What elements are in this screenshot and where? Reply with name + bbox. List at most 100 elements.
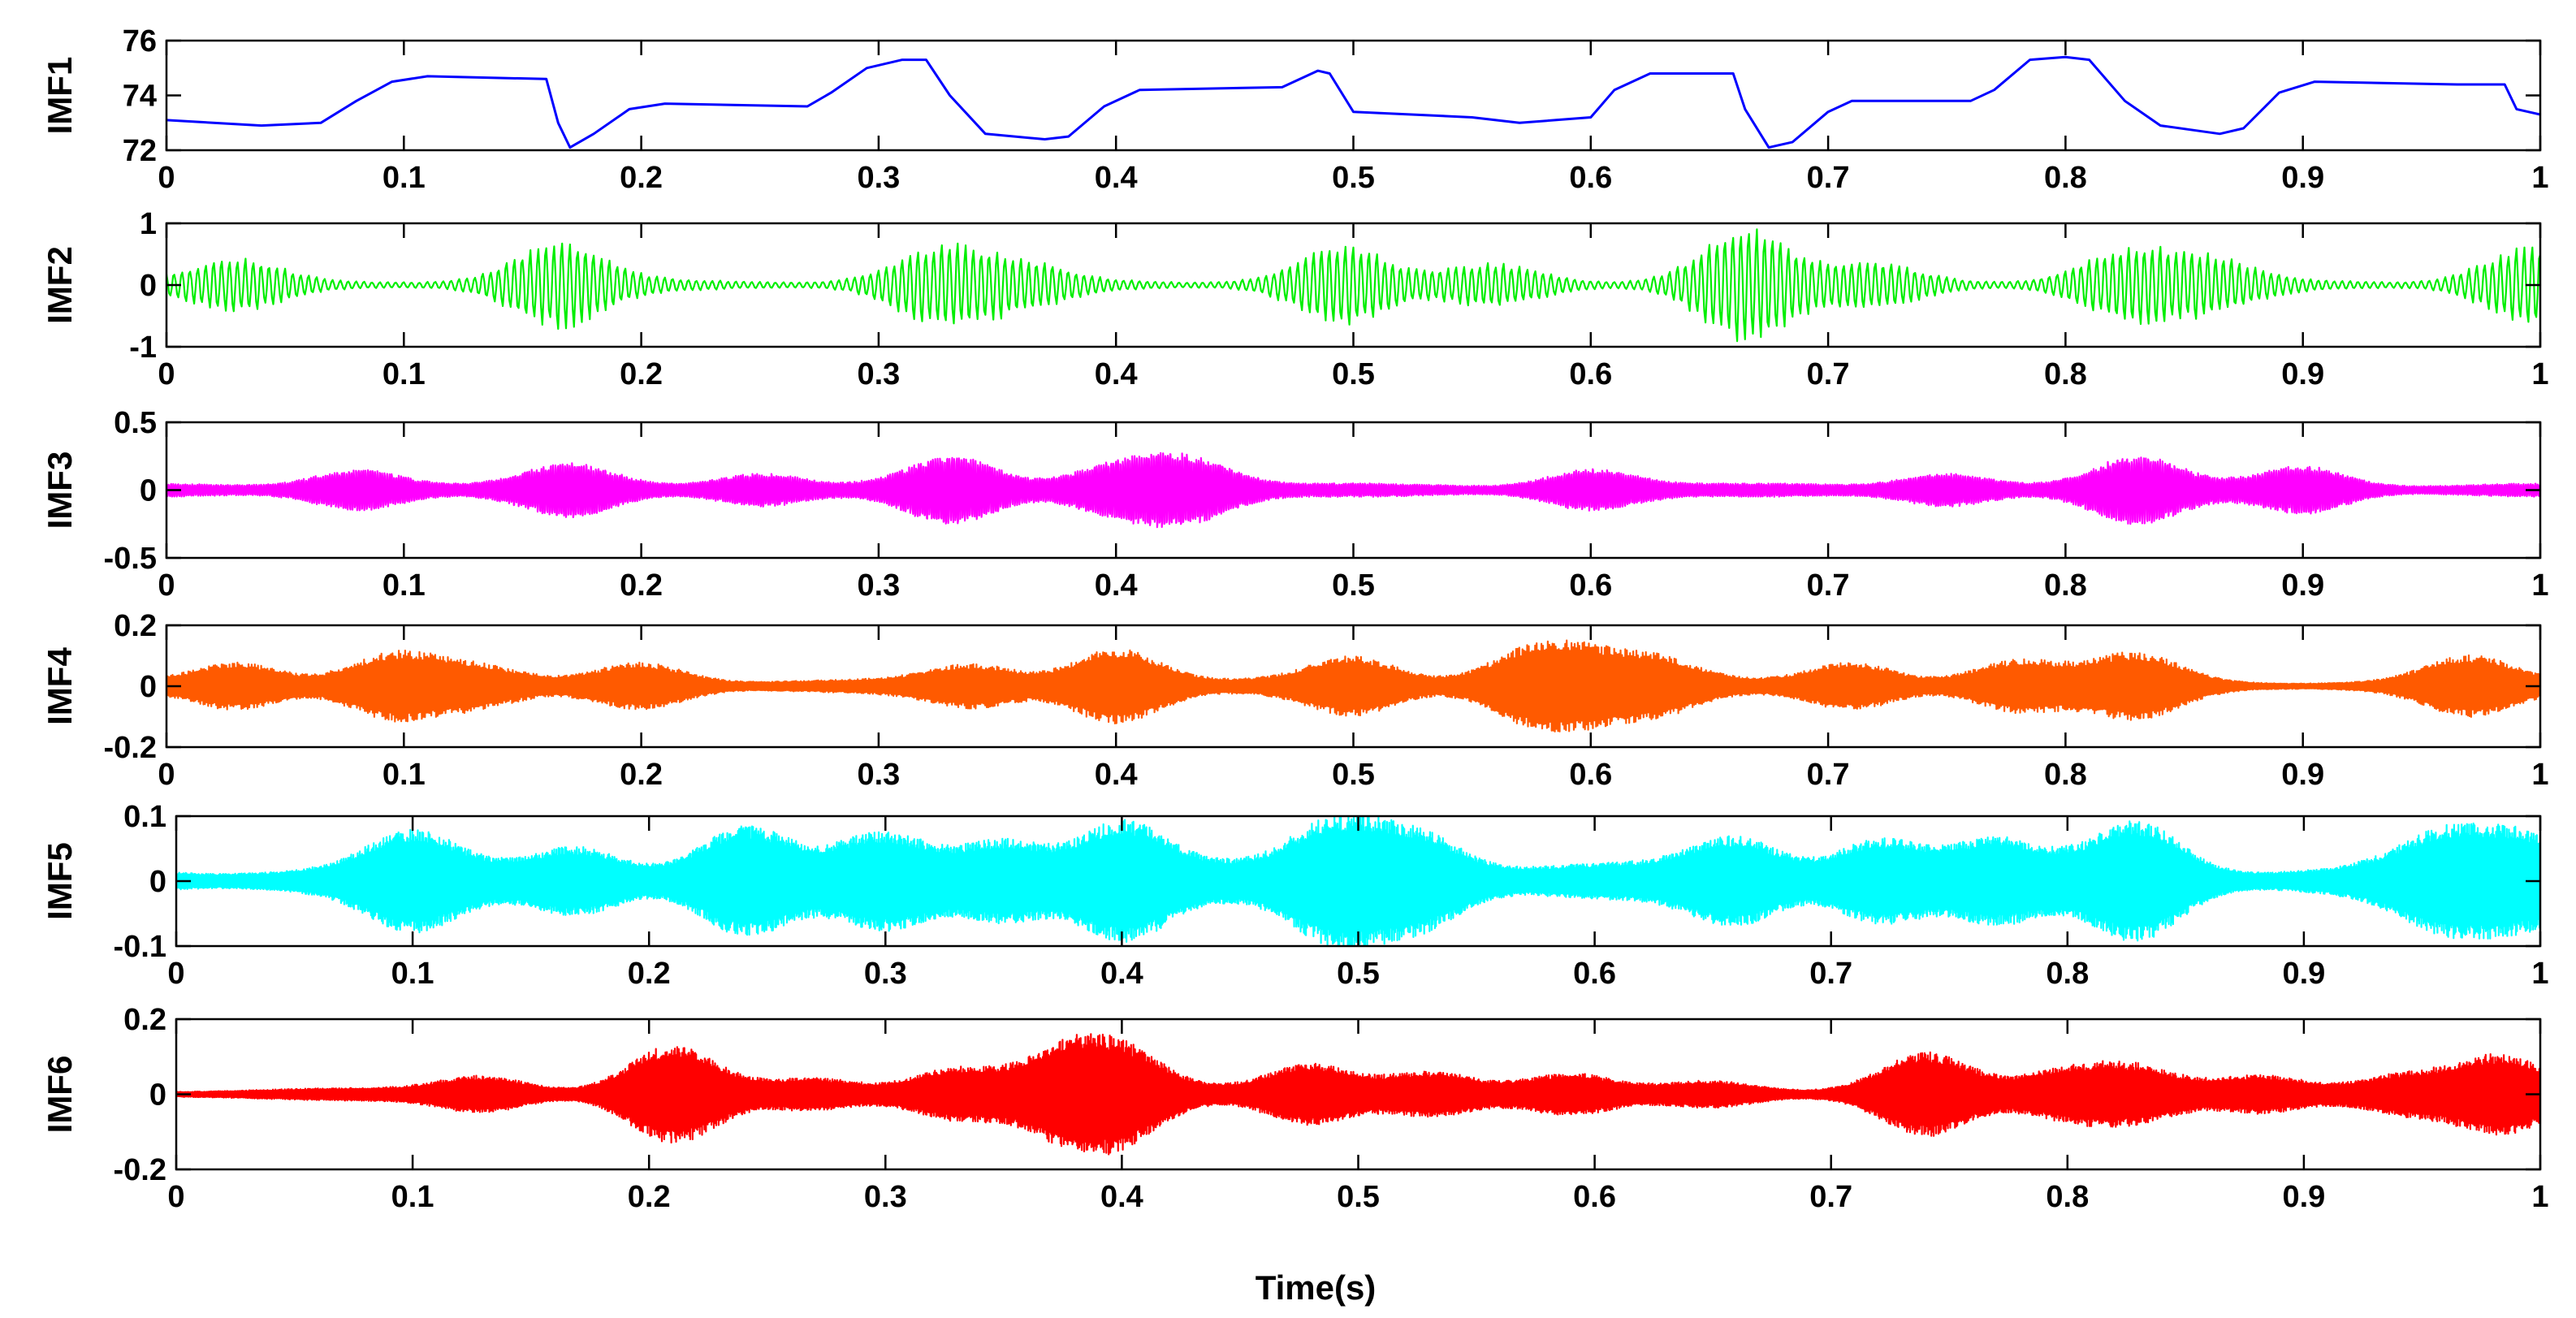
- x-tick-label: 0.2: [628, 1180, 671, 1214]
- x-axis-title: Time(s): [1256, 1268, 1377, 1307]
- x-tick-label: 0.9: [2281, 568, 2324, 603]
- x-tick-label: 0.7: [1809, 957, 1852, 991]
- series-imf5: [176, 816, 2540, 946]
- x-tick-label: 0: [158, 357, 175, 391]
- series-imf3: [166, 452, 2540, 529]
- x-tick-label: 0.8: [2044, 758, 2087, 792]
- x-tick-label: 0: [167, 1180, 184, 1214]
- x-tick-label: 0.4: [1095, 758, 1138, 792]
- y-tick-label: 0: [140, 670, 157, 704]
- x-tick-label: 0.6: [1569, 758, 1612, 792]
- y-tick-label: 72: [123, 134, 157, 168]
- y-axis-title-imf4: IMF4: [41, 647, 79, 725]
- y-tick-label: 0: [140, 269, 157, 303]
- x-tick-label: 0.5: [1332, 357, 1375, 391]
- x-tick-label: 0.7: [1807, 161, 1850, 195]
- y-tick-label: 0: [140, 474, 157, 508]
- series-imf6: [176, 1033, 2540, 1156]
- x-tick-label: 0.9: [2281, 758, 2324, 792]
- x-tick-label: 0.7: [1807, 758, 1850, 792]
- y-tick-label: 0.1: [123, 800, 166, 834]
- y-tick-label: 76: [123, 24, 157, 58]
- panel-imf3: 0 0.1 0.2 0.3 0.4 0.5 0.6 0.7 0.8 0.9 1-0.500.5IMF…: [41, 406, 2549, 603]
- y-tick-label: 74: [123, 80, 157, 114]
- x-tick-label: 0.3: [857, 161, 900, 195]
- x-tick-label: 0.7: [1807, 568, 1850, 603]
- x-tick-label: 1: [2531, 758, 2548, 792]
- x-tick-label: 0.4: [1095, 161, 1138, 195]
- x-tick-label: 0.7: [1809, 1180, 1852, 1214]
- x-tick-label: 0.2: [620, 758, 663, 792]
- y-axis-title-imf2: IMF2: [41, 246, 79, 324]
- x-tick-label: 0.3: [864, 1180, 907, 1214]
- x-tick-label: 0.8: [2044, 568, 2087, 603]
- series-imf1: [166, 55, 2540, 149]
- x-tick-label: 0.4: [1095, 568, 1138, 603]
- x-tick-label: 0.1: [383, 758, 426, 792]
- x-tick-label: 0.2: [620, 357, 663, 391]
- x-tick-label: 0.1: [383, 568, 426, 603]
- y-tick-label: -1: [129, 331, 157, 365]
- x-tick-label: 0.8: [2046, 957, 2089, 991]
- x-tick-label: 0.1: [383, 161, 426, 195]
- x-tick-label: 0.8: [2044, 357, 2087, 391]
- x-tick-label: 0.6: [1573, 1180, 1616, 1214]
- x-tick-label: 0.3: [857, 568, 900, 603]
- x-tick-label: 0.5: [1337, 957, 1380, 991]
- x-tick-label: 0: [158, 161, 175, 195]
- x-tick-label: 0.1: [383, 357, 426, 391]
- x-tick-label: 0.6: [1569, 357, 1612, 391]
- x-tick-label: 0.9: [2281, 357, 2324, 391]
- y-tick-label: -0.2: [114, 1153, 166, 1187]
- x-tick-label: 0.1: [391, 957, 434, 991]
- x-tick-label: 0.5: [1332, 568, 1375, 603]
- y-axis-title-imf1: IMF1: [41, 57, 79, 135]
- series-imf2: [166, 228, 2540, 343]
- x-tick-label: 0: [158, 758, 175, 792]
- panel-imf4: 0 0.1 0.2 0.3 0.4 0.5 0.6 0.7 0.8 0.9 1-0.200.2IMF…: [41, 609, 2549, 792]
- y-tick-label: -0.5: [104, 542, 157, 576]
- x-tick-label: 0.6: [1573, 957, 1616, 991]
- x-tick-label: 0.6: [1569, 161, 1612, 195]
- y-tick-label: 0: [149, 865, 166, 899]
- panel-imf6: 0 0.1 0.2 0.3 0.4 0.5 0.6 0.7 0.8 0.9 1-0.200.2IMF…: [41, 1003, 2549, 1214]
- x-tick-label: 0.4: [1100, 957, 1143, 991]
- x-tick-label: 0.5: [1337, 1180, 1380, 1214]
- y-tick-label: -0.1: [114, 930, 166, 964]
- x-tick-label: 0.9: [2281, 161, 2324, 195]
- y-tick-label: 0.2: [123, 1003, 166, 1037]
- y-tick-label: -0.2: [104, 731, 157, 765]
- x-tick-label: 0.9: [2282, 1180, 2325, 1214]
- x-tick-label: 0.5: [1332, 161, 1375, 195]
- x-tick-label: 0.6: [1569, 568, 1612, 603]
- x-tick-label: 0: [167, 957, 184, 991]
- x-tick-label: 0.3: [857, 758, 900, 792]
- x-tick-label: 0.3: [857, 357, 900, 391]
- x-tick-label: 0.2: [620, 568, 663, 603]
- y-tick-label: 0: [149, 1078, 166, 1113]
- y-axis-title-imf3: IMF3: [41, 452, 79, 529]
- x-tick-label: 0.2: [628, 957, 671, 991]
- x-tick-label: 0.3: [864, 957, 907, 991]
- x-tick-label: 0.4: [1095, 357, 1138, 391]
- plot-frame: [165, 222, 2542, 348]
- x-tick-label: 1: [2531, 568, 2548, 603]
- plot-frame: [165, 39, 2542, 152]
- x-tick-label: 1: [2531, 357, 2548, 391]
- panels: 0 0.1 0.2 0.3 0.4 0.5 0.6 0.7 0.8 0.9 1 72 74 76 IMF1 0…: [41, 24, 2549, 1214]
- y-axis-title-imf5: IMF5: [41, 842, 79, 920]
- x-tick-label: 0: [158, 568, 175, 603]
- x-tick-label: 0.5: [1332, 758, 1375, 792]
- x-tick-label: 0.8: [2044, 161, 2087, 195]
- series-imf4: [166, 639, 2540, 732]
- x-tick-label: 0.9: [2282, 957, 2325, 991]
- x-tick-label: 1: [2531, 957, 2548, 991]
- y-tick-label: 0.2: [114, 609, 157, 643]
- panel-imf1: 0 0.1 0.2 0.3 0.4 0.5 0.6 0.7 0.8 0.9 1 72 74 76 IMF1: [41, 24, 2549, 195]
- x-tick-label: 0.1: [391, 1180, 434, 1214]
- x-tick-label: 1: [2531, 161, 2548, 195]
- x-tick-label: 0.4: [1100, 1180, 1143, 1214]
- panel-imf5: 0 0.1 0.2 0.3 0.4 0.5 0.6 0.7 0.8 0.9 1-0.100.1IMF…: [41, 800, 2549, 991]
